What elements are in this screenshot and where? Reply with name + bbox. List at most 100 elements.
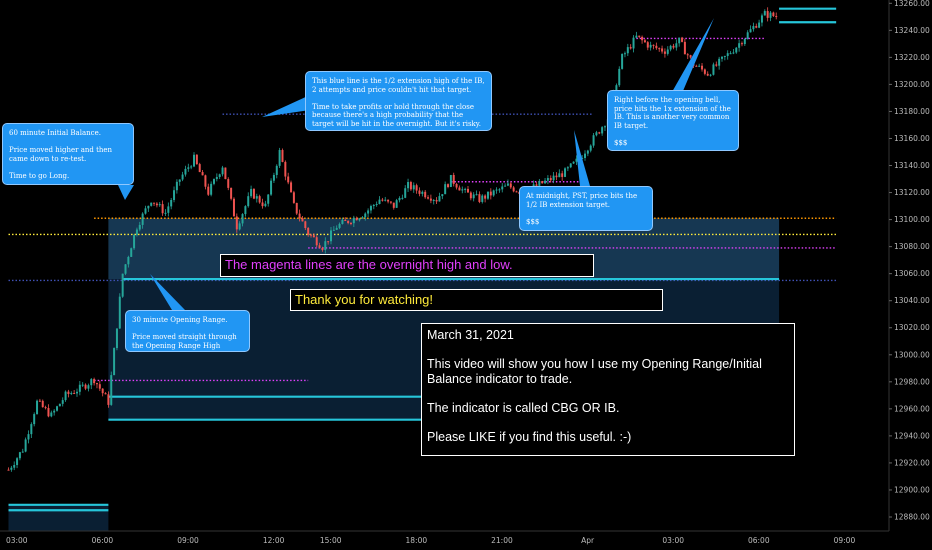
candle-body	[515, 191, 518, 193]
price-tick-label: 12980.00	[894, 377, 930, 386]
blue-note-pointer	[262, 95, 310, 117]
candle-body	[655, 45, 658, 49]
candle-body	[601, 127, 604, 134]
candle-body	[158, 204, 161, 206]
blue-line-annotation[interactable]: This blue line is the 1/2 extension high…	[305, 71, 492, 131]
candle-body	[215, 177, 218, 180]
candle-body	[475, 194, 478, 196]
candle-body	[64, 391, 67, 401]
candle-body	[723, 55, 726, 57]
candle-body	[75, 391, 78, 394]
candle-body	[575, 158, 578, 162]
candle-body	[469, 192, 472, 199]
candle-body	[53, 410, 56, 413]
candle-body	[760, 15, 763, 23]
candle-body	[244, 206, 247, 215]
candle-body	[681, 37, 684, 42]
candle-body	[127, 256, 130, 265]
candle-body	[466, 188, 469, 193]
thanks-textbox[interactable]: Thank you for watching!	[290, 289, 663, 311]
candle-body	[732, 52, 735, 54]
candle-body	[712, 64, 715, 75]
opening-bell-annotation[interactable]: Right before the opening bell, price hit…	[607, 90, 739, 151]
time-tick-label: 12:00	[263, 536, 285, 545]
candle-body	[73, 393, 76, 395]
candle-body	[626, 47, 629, 54]
main-textbox[interactable]: March 31, 2021 This video will show you …	[421, 323, 795, 456]
candle-body	[301, 218, 304, 222]
candle-body	[287, 176, 290, 183]
opening-range-annotation[interactable]: 30 minute Opening Range. Price moved str…	[125, 310, 250, 352]
candle-body	[261, 202, 264, 207]
candle-body	[27, 434, 30, 440]
candle-body	[135, 229, 138, 235]
time-tick-label: 09:00	[834, 536, 856, 545]
candle-body	[675, 43, 678, 48]
candle-body	[264, 203, 267, 207]
candle-body	[509, 183, 512, 188]
candle-body	[318, 245, 321, 248]
midnight-annotation[interactable]: At midnight, PST, price bits the 1/2 IB …	[519, 186, 653, 231]
candle-body	[295, 202, 298, 214]
candle-body	[658, 48, 661, 50]
candle-body	[387, 199, 390, 202]
range-shade	[8, 504, 109, 531]
price-tick-label: 13180.00	[894, 107, 930, 116]
candle-body	[335, 227, 338, 230]
price-tick-label: 13220.00	[894, 53, 930, 62]
candle-body	[401, 197, 404, 199]
candle-body	[138, 224, 141, 230]
candle-body	[324, 241, 327, 250]
candle-body	[30, 424, 33, 435]
ib-annotation[interactable]: 60 minute Initial Balance. Price moved h…	[2, 123, 134, 185]
magenta-lines-textbox[interactable]: The magenta lines are the overnight high…	[220, 254, 594, 277]
candle-body	[584, 153, 587, 158]
candle-body	[70, 393, 73, 395]
candle-body	[632, 37, 635, 49]
candle-body	[484, 195, 487, 199]
candle-body	[701, 65, 704, 70]
candle-body	[455, 183, 458, 188]
candle-body	[98, 384, 101, 389]
candle-body	[364, 213, 367, 218]
candle-body	[221, 167, 224, 175]
candle-body	[615, 85, 618, 91]
price-tick-label: 12940.00	[894, 431, 930, 440]
candle-body	[312, 235, 315, 238]
candle-body	[104, 393, 107, 395]
candle-body	[230, 187, 233, 199]
candle-body	[110, 375, 113, 405]
candle-body	[13, 464, 16, 468]
candle-body	[398, 197, 401, 201]
candle-body	[458, 187, 461, 191]
candle-body	[78, 384, 81, 392]
price-tick-label: 13020.00	[894, 323, 930, 332]
candle-body	[535, 184, 538, 186]
candle-body	[235, 216, 238, 230]
candle-body	[33, 414, 36, 425]
candle-body	[755, 26, 758, 28]
candle-body	[572, 161, 575, 164]
candle-body	[718, 58, 721, 66]
candle-body	[173, 190, 176, 200]
candle-body	[740, 43, 743, 45]
candle-body	[541, 181, 544, 184]
candle-body	[549, 178, 552, 181]
price-tick-label: 13140.00	[894, 161, 930, 170]
candle-body	[355, 217, 358, 221]
candle-body	[367, 210, 370, 214]
candle-body	[726, 53, 729, 56]
candle-body	[409, 182, 412, 190]
candle-body	[310, 234, 313, 236]
candle-body	[492, 190, 495, 196]
candle-body	[429, 198, 432, 201]
candle-body	[38, 400, 41, 402]
candle-body	[101, 388, 104, 394]
price-tick-label: 13160.00	[894, 134, 930, 143]
candle-body	[241, 214, 244, 224]
candle-body	[247, 196, 250, 207]
candle-body	[546, 178, 549, 181]
candle-body	[195, 154, 198, 165]
candle-body	[107, 394, 110, 405]
candle-body	[666, 49, 669, 54]
